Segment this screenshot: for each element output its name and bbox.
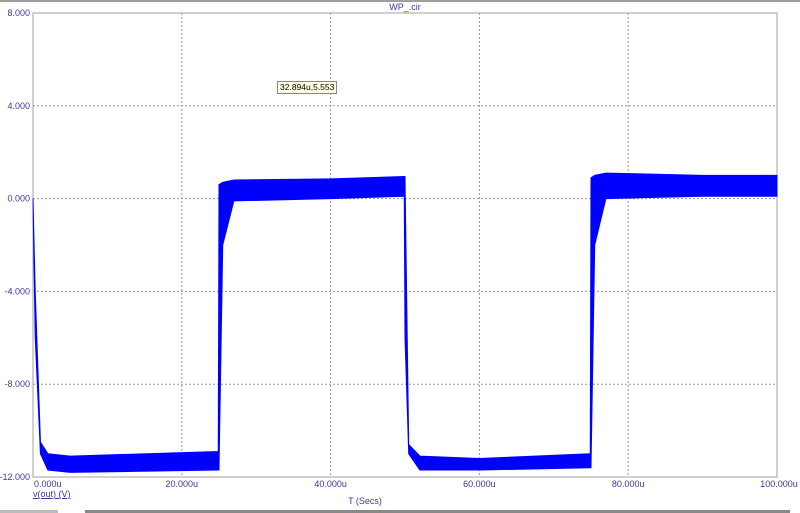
y-tick-label: 4.000 xyxy=(7,101,30,111)
legend-entry[interactable]: v(out) (V) xyxy=(33,489,71,499)
y-tick-label: -4.000 xyxy=(4,286,30,296)
x-tick-label: 20.000u xyxy=(166,479,199,489)
window-top-border xyxy=(0,0,800,2)
y-tick-label: -12.000 xyxy=(0,472,30,482)
chart-title: WP_.cir xyxy=(389,2,421,12)
series-envelope-0 xyxy=(32,172,778,473)
y-tick-label: -8.000 xyxy=(4,379,30,389)
trace-group xyxy=(32,172,778,473)
scrollbar-left[interactable] xyxy=(0,510,58,513)
cursor-readout-tooltip: 32.894u,5.553 xyxy=(277,81,338,94)
y-tick-label: 0.000 xyxy=(7,194,30,204)
horizontal-scrollbar[interactable] xyxy=(85,510,790,513)
plot-frame xyxy=(32,12,778,478)
x-tick-label: 0.000u xyxy=(34,479,62,489)
y-tick-label: 8.000 xyxy=(7,8,30,18)
x-tick-label: 40.000u xyxy=(314,479,347,489)
x-tick-label: 100.000u xyxy=(760,479,798,489)
x-tick-label: 60.000u xyxy=(463,479,496,489)
x-axis-label: T (Secs) xyxy=(348,496,382,506)
x-tick-label: 80.000u xyxy=(612,479,645,489)
